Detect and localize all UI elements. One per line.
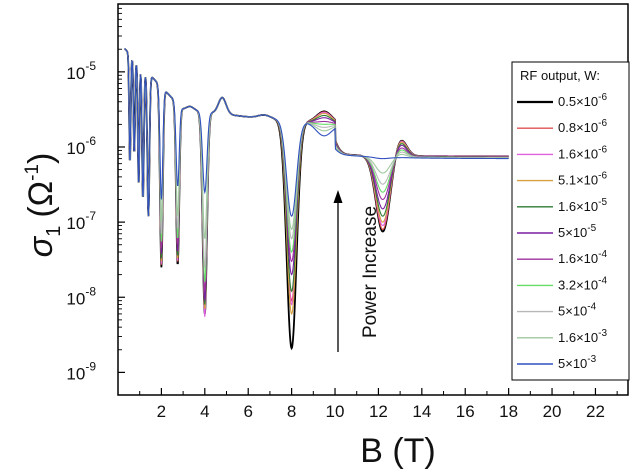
legend-entry-label: 1.6×10-4: [558, 249, 607, 266]
y-axis-label-unit-close: ): [22, 153, 60, 164]
y-axis-label-symbol: σ: [22, 235, 60, 257]
legend: RF output, W: 0.5×10-6 0.8×10-6 1.6×10-6 5.…: [511, 61, 630, 381]
legend-items: 0.5×10-6 0.8×10-6 1.6×10-6 5.1×10-6 1.6×10-5…: [517, 92, 607, 371]
x-axis: 2 4 6 8 10 12 14 16 18 20 22: [139, 388, 618, 421]
y-axis-label-unit-exp: -1: [22, 164, 43, 181]
series-line: [124, 48, 509, 317]
y-tick-label: 10-9: [66, 359, 96, 383]
legend-entry-label: 3.2×10-4: [558, 275, 607, 292]
legend-entry-label: 5×10-3: [558, 354, 597, 371]
arrow-head-icon: [333, 190, 343, 203]
x-tick-label: 18: [499, 402, 518, 421]
series-line: [124, 48, 509, 301]
power-increase-label: Power Increase: [360, 206, 381, 338]
legend-entry-label: 1.6×10-3: [558, 328, 607, 345]
x-tick-label: 20: [543, 402, 562, 421]
y-tick-label: 10-6: [66, 134, 96, 158]
y-axis: 10-9 10-8 10-7 10-6 10-5: [66, 3, 125, 383]
series-line: [124, 48, 509, 292]
x-tick-label: 8: [287, 402, 296, 421]
y-tick-label: 10-5: [66, 59, 96, 83]
legend-entry-label: 1.6×10-6: [558, 144, 607, 161]
legend-entry-label: 5×10-4: [558, 302, 597, 319]
legend-box: [511, 61, 630, 381]
series-line: [123, 47, 509, 351]
x-tick-label: 4: [200, 402, 209, 421]
x-tick-label: 14: [412, 402, 431, 421]
series-line: [124, 48, 509, 239]
legend-title: RF output, W:: [520, 68, 600, 83]
legend-entry-label: 1.6×10-5: [558, 197, 607, 214]
power-increase-annotation: Power Increase: [333, 190, 381, 352]
legend-entry-label: 0.5×10-6: [558, 92, 607, 109]
plot-lines: [123, 47, 509, 351]
y-axis-label: σ1 (Ω-1): [22, 153, 65, 258]
x-tick-label: 16: [456, 402, 475, 421]
x-axis-label: B (T): [360, 432, 436, 470]
series-line: [124, 48, 509, 217]
y-tick-label: 10-7: [66, 209, 96, 233]
series-line: [124, 48, 509, 316]
y-axis-label-unit: (Ω: [22, 181, 60, 218]
x-tick-label: 22: [586, 402, 605, 421]
y-tick-label: 10-8: [66, 284, 96, 308]
series-line: [124, 48, 509, 312]
x-tick-label: 2: [157, 402, 166, 421]
legend-entry-label: 5.1×10-6: [558, 171, 607, 188]
series-line: [124, 48, 509, 305]
x-tick-label: 6: [243, 402, 252, 421]
x-tick-label: 10: [326, 402, 345, 421]
y-axis-label-subscript: 1: [43, 226, 65, 237]
legend-entry-label: 0.8×10-6: [558, 118, 607, 135]
x-tick-label: 12: [369, 402, 388, 421]
series-line: [124, 48, 509, 282]
legend-entry-label: 5×10-5: [558, 223, 597, 240]
